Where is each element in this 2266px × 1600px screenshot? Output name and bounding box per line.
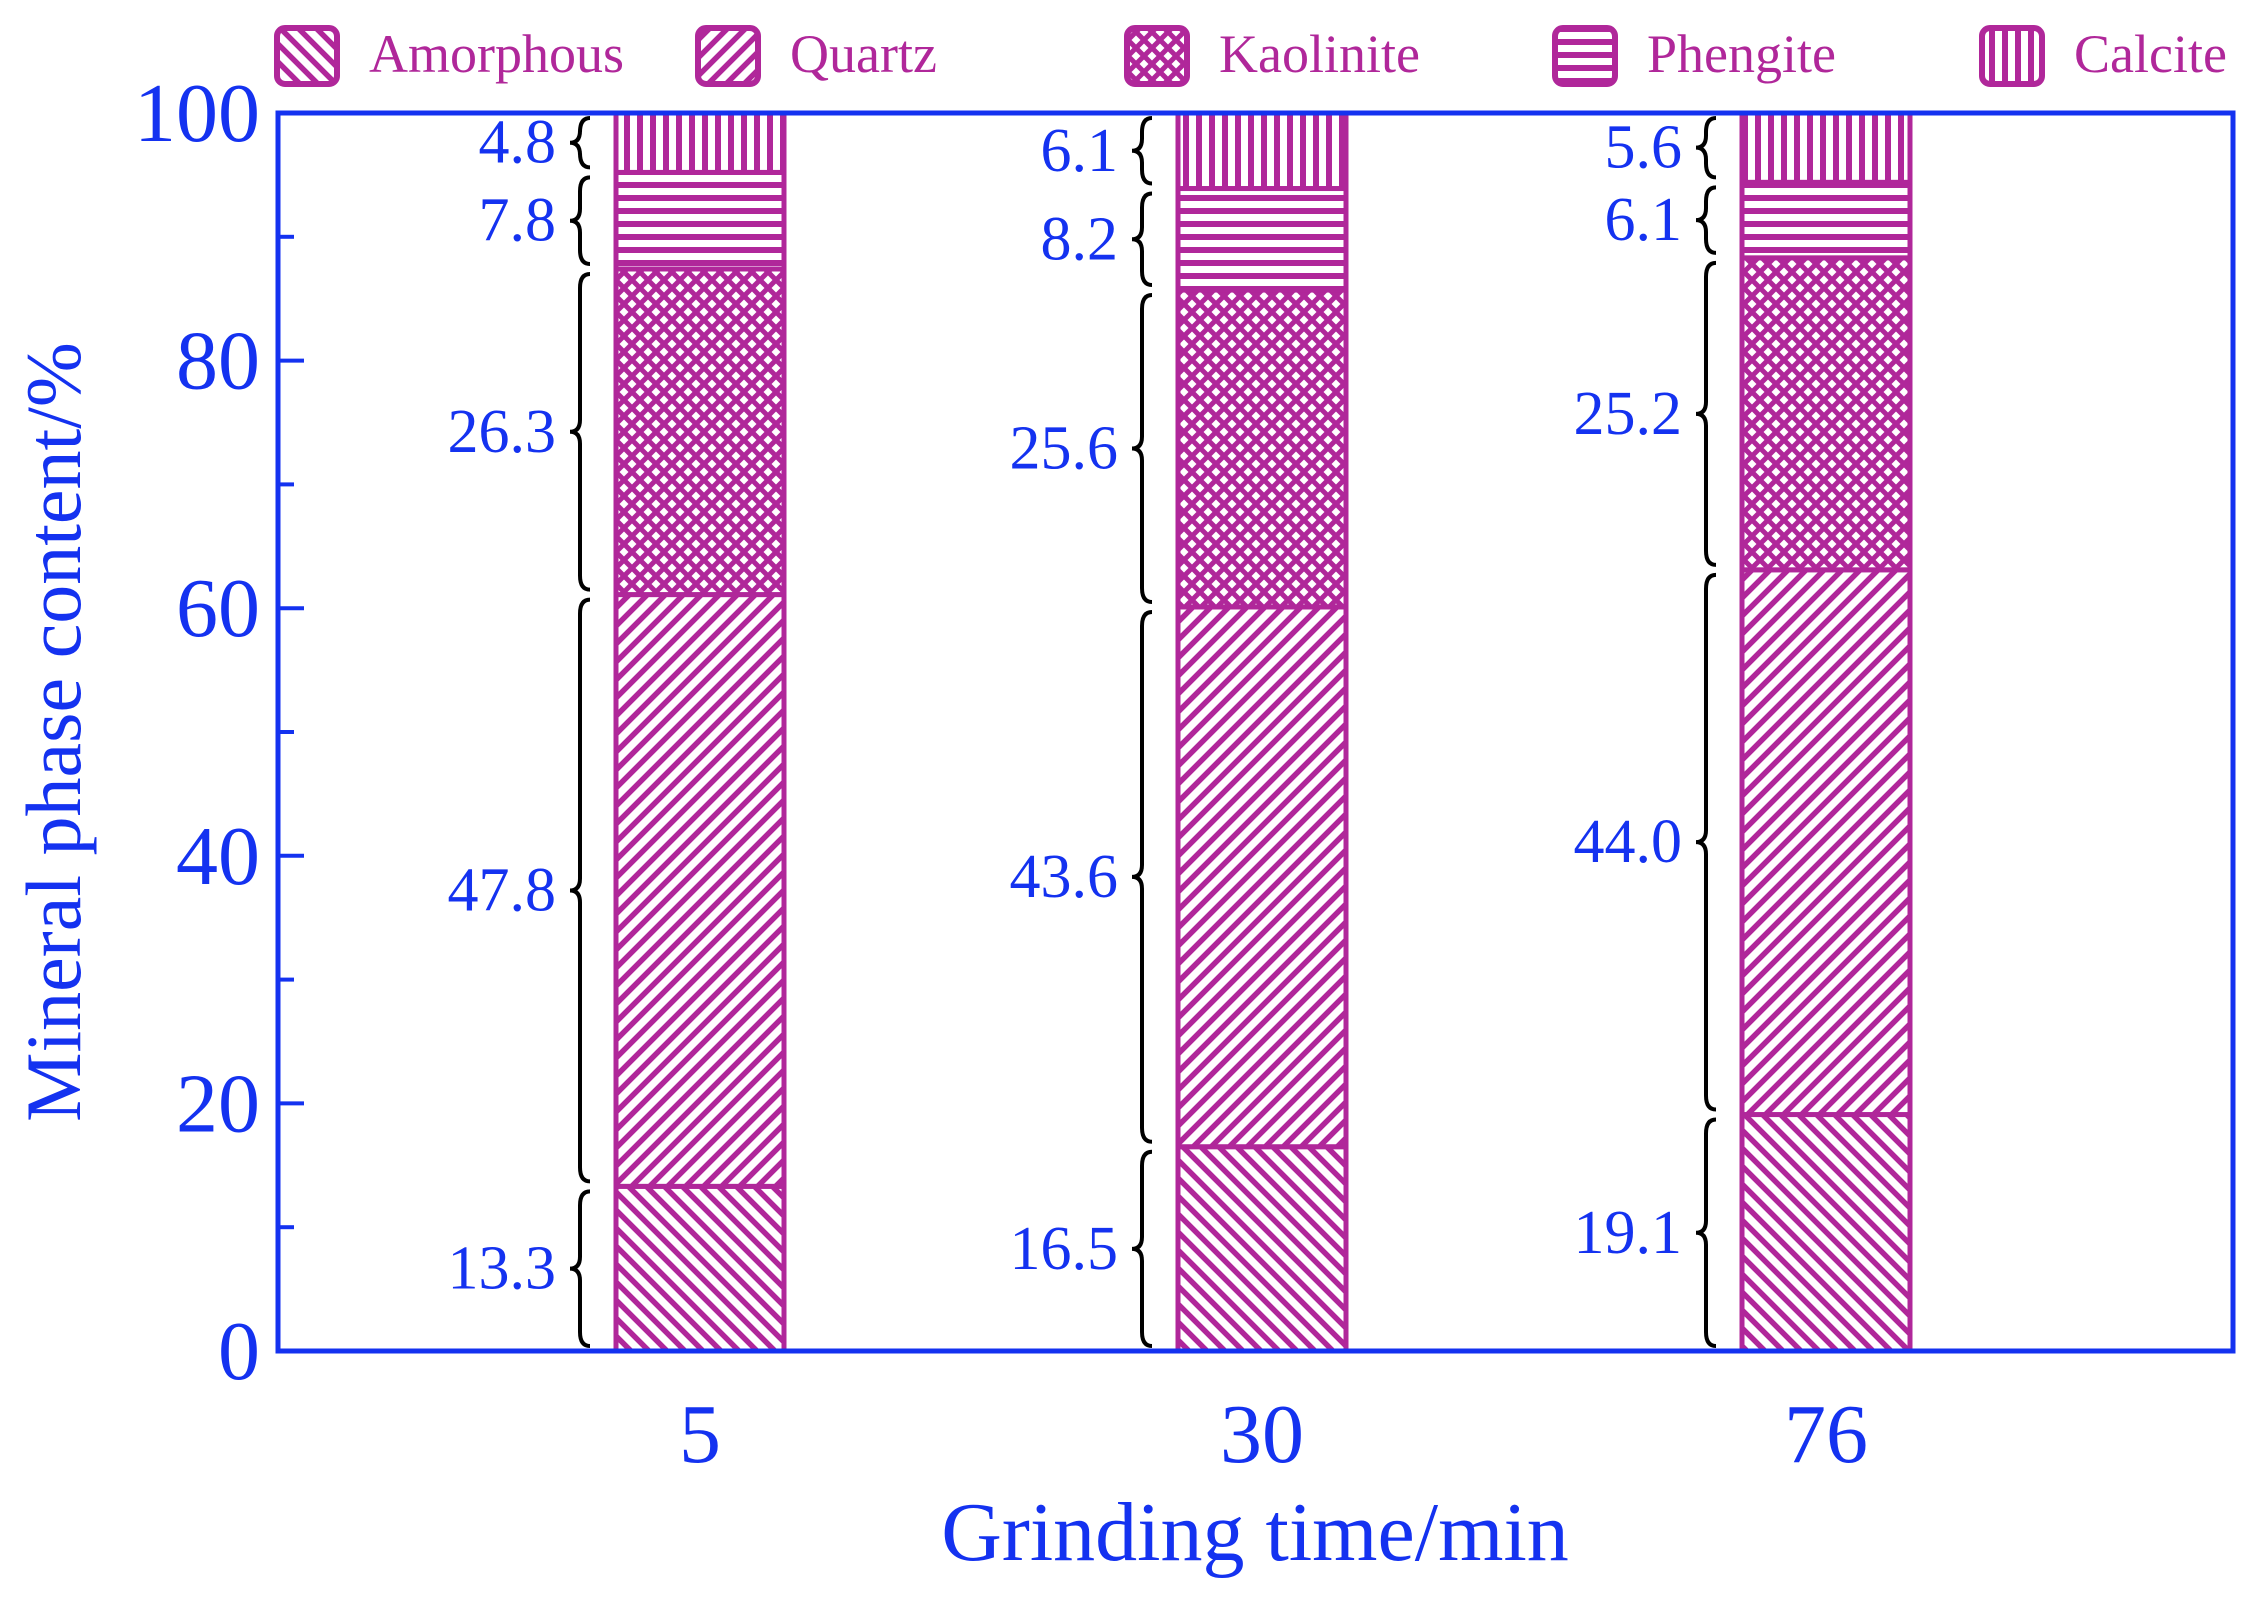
- data-label-calcite-5: 4.8: [479, 109, 557, 177]
- brace-quartz-5: [569, 597, 591, 1184]
- data-label-quartz-76: 44.0: [1574, 808, 1683, 876]
- brace-amorphous-76: [1695, 1117, 1717, 1348]
- bar-segment-amorphous: [613, 1183, 787, 1354]
- brace-amorphous-30: [1131, 1149, 1153, 1348]
- y-tick-label: 80: [176, 315, 260, 408]
- bars: [613, 110, 1913, 1354]
- legend-label: Calcite: [2074, 24, 2227, 84]
- legend-label: Kaolinite: [1219, 24, 1420, 84]
- y-tick-label: 40: [176, 810, 260, 903]
- data-label-amorphous-30: 16.5: [1010, 1215, 1119, 1283]
- bar-stack-76: [1739, 110, 1913, 1354]
- x-tick-label: 76: [1784, 1388, 1868, 1481]
- x-axis-title: Grinding time/min: [941, 1486, 1569, 1579]
- legend-item-phengite: Phengite: [1552, 24, 1836, 87]
- legend-label: Phengite: [1647, 24, 1836, 84]
- y-tick-label: 100: [134, 67, 260, 160]
- brace-phengite-5: [569, 175, 591, 266]
- legend-swatch-phengite: [1552, 25, 1618, 87]
- data-label-calcite-76: 5.6: [1605, 114, 1683, 182]
- y-tick-label: 60: [176, 562, 260, 655]
- legend-label: Quartz: [790, 24, 937, 84]
- legend-swatch-kaolinite: [1124, 25, 1190, 87]
- x-tick-label: 30: [1220, 1388, 1304, 1481]
- bar-segment-kaolinite: [1739, 255, 1913, 573]
- legend-label: Amorphous: [369, 24, 624, 84]
- legend-item-amorphous: Amorphous: [274, 24, 624, 87]
- y-tick-label: 0: [218, 1305, 260, 1398]
- legend-item-kaolinite: Kaolinite: [1124, 24, 1420, 87]
- data-label-kaolinite-76: 25.2: [1574, 380, 1683, 448]
- bar-stack-5: [613, 110, 787, 1354]
- brace-calcite-5: [569, 116, 591, 170]
- data-label-calcite-30: 6.1: [1041, 117, 1119, 185]
- bar-segment-phengite: [1739, 179, 1913, 261]
- brace-kaolinite-76: [1695, 260, 1717, 567]
- bar-segment-kaolinite: [1175, 287, 1349, 610]
- data-label-quartz-30: 43.6: [1010, 843, 1119, 911]
- bar-stack-30: [1175, 110, 1349, 1354]
- bar-segment-kaolinite: [613, 266, 787, 598]
- bar-segment-calcite: [1175, 110, 1349, 192]
- brace-calcite-30: [1131, 116, 1153, 186]
- bar-segment-calcite: [613, 110, 787, 175]
- bar-segment-phengite: [613, 169, 787, 272]
- brace-calcite-76: [1695, 116, 1717, 180]
- axes: 5 30 76 0 20 40 60 80 100: [134, 67, 1868, 1481]
- brace-kaolinite-30: [1131, 293, 1153, 604]
- bar-segment-quartz: [613, 592, 787, 1189]
- bar-segment-calcite: [1739, 110, 1913, 185]
- brace-phengite-30: [1131, 191, 1153, 288]
- brace-quartz-30: [1131, 609, 1153, 1144]
- bar-segment-amorphous: [1175, 1144, 1349, 1354]
- data-label-phengite-30: 8.2: [1041, 205, 1119, 273]
- y-axis-title: Mineral phase content/%: [10, 342, 97, 1122]
- legend-swatch-quartz: [695, 25, 761, 87]
- data-label-kaolinite-5: 26.3: [448, 398, 557, 466]
- x-tick-label: 5: [679, 1388, 721, 1481]
- data-label-amorphous-5: 13.3: [448, 1235, 557, 1303]
- brace-quartz-76: [1695, 572, 1717, 1112]
- legend-item-calcite: Calcite: [1979, 24, 2227, 87]
- brace-kaolinite-5: [569, 271, 591, 592]
- data-label-phengite-76: 6.1: [1605, 186, 1683, 254]
- bar-segment-quartz: [1175, 604, 1349, 1150]
- brace-amorphous-5: [569, 1189, 591, 1348]
- legend-swatch-amorphous: [274, 25, 340, 87]
- bar-segment-quartz: [1739, 567, 1913, 1118]
- legend: Amorphous Quartz Kaolinite Phengite Calcite: [274, 24, 2227, 87]
- bar-segment-amorphous: [1739, 1112, 1913, 1354]
- y-tick-label: 20: [176, 1057, 260, 1150]
- legend-swatch-calcite: [1979, 25, 2045, 87]
- legend-item-quartz: Quartz: [695, 24, 937, 87]
- data-label-phengite-5: 7.8: [479, 187, 557, 255]
- data-label-quartz-5: 47.8: [448, 856, 557, 924]
- plot-frame: [275, 110, 2236, 1354]
- value-braces: 13.3 47.8 26.3 7.8 4.8 16.5 43.6 25.6 8.2 6.1 19.1…: [448, 109, 1717, 1348]
- data-label-amorphous-76: 19.1: [1574, 1199, 1683, 1267]
- brace-phengite-76: [1695, 185, 1717, 255]
- data-label-kaolinite-30: 25.6: [1010, 414, 1119, 482]
- bar-segment-phengite: [1175, 186, 1349, 293]
